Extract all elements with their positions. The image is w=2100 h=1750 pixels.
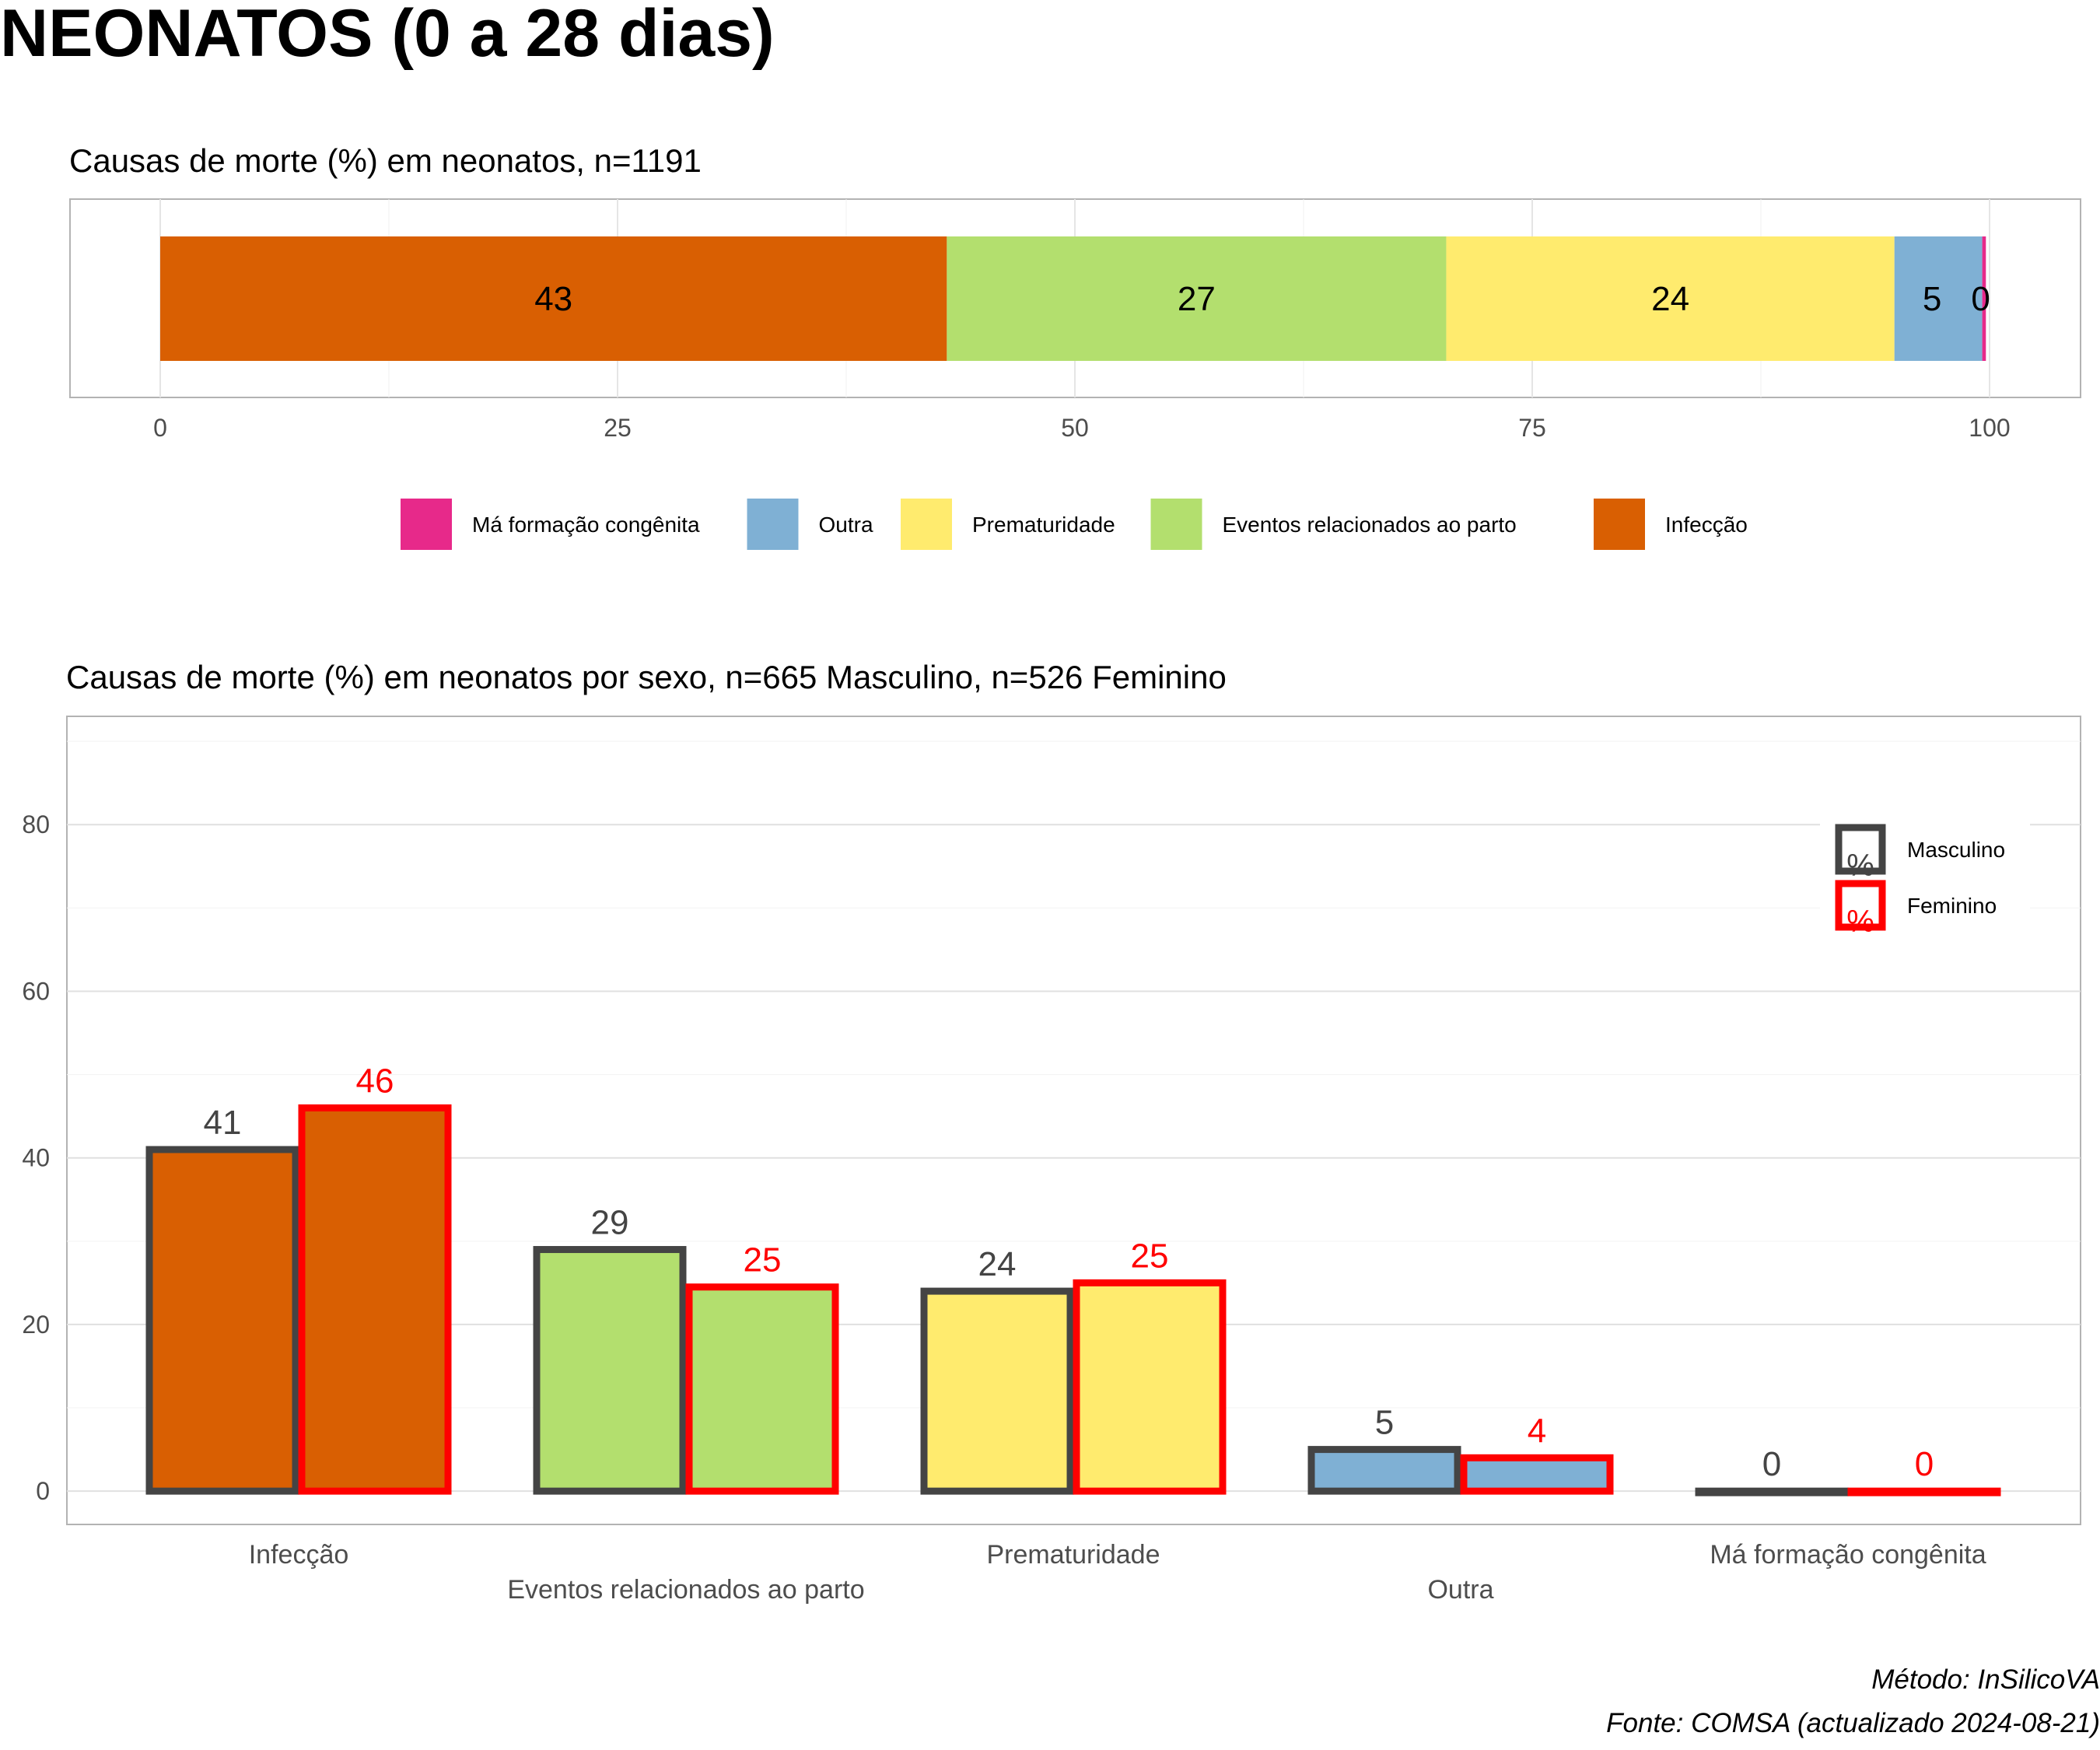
bar-segment-eventos-relacionados-ao-parto bbox=[947, 236, 1447, 361]
legend-key bbox=[1150, 499, 1202, 550]
y-tick-label: 0 bbox=[36, 1477, 50, 1505]
bar-masculino-eventos-relacionados-ao-parto bbox=[533, 1246, 687, 1495]
bar-value-label: 46 bbox=[356, 1062, 394, 1100]
y-tick-label: 40 bbox=[22, 1144, 50, 1172]
stacked-chart-title: Causas de morte (%) em neonatos, n=1191 bbox=[69, 142, 702, 179]
method-caption: Método: InSilicoVA bbox=[1871, 1664, 2100, 1695]
segment-value-label: 0 bbox=[1971, 280, 1990, 318]
grouped-bars: 41 46 29 25 24 25 5 4 0 0 bbox=[145, 1062, 2001, 1496]
legend-item-infeccao[interactable]: Infecção bbox=[1594, 499, 1748, 550]
legend-key bbox=[1835, 824, 1886, 875]
bar-masculino-ma-formacao-congenita bbox=[1695, 1487, 1849, 1496]
legend-label: Prematuridade bbox=[972, 513, 1115, 537]
bar-value-label: 25 bbox=[744, 1241, 782, 1279]
grouped-chart-y-axis: 0 20 40 60 80 bbox=[22, 810, 50, 1505]
bar-feminino-eventos-relacionados-ao-parto bbox=[685, 1283, 839, 1495]
stacked-chart-x-axis: 0 25 50 75 100 bbox=[153, 414, 2011, 442]
bar-value-label: 25 bbox=[1131, 1237, 1169, 1275]
x-tick-label: 25 bbox=[604, 414, 632, 442]
segment-value-label: 24 bbox=[1651, 280, 1689, 318]
legend-label: Outra bbox=[819, 513, 873, 537]
grouped-chart-x-axis: Infecção Eventos relacionados ao parto Pre… bbox=[249, 1540, 1986, 1605]
legend-item-eventos-relacionados-ao-parto[interactable]: Eventos relacionados ao parto bbox=[1150, 499, 1517, 550]
legend-label: Eventos relacionados ao parto bbox=[1223, 513, 1517, 537]
bar-value-label: 0 bbox=[1762, 1445, 1781, 1483]
legend-item-ma-formacao-congenita[interactable]: Má formação congênita bbox=[401, 499, 700, 550]
legend-label: Má formação congênita bbox=[472, 513, 700, 537]
main-title: NEONATOS (0 a 28 dias) bbox=[0, 0, 775, 71]
bar-feminino-infeccao bbox=[298, 1104, 452, 1495]
bar-segment-prematuridade bbox=[1446, 236, 1895, 361]
legend-key bbox=[401, 499, 452, 550]
stacked-bar-segments: 43 27 24 5 0 bbox=[160, 236, 1990, 361]
legend-key bbox=[747, 499, 799, 550]
legend-key bbox=[1835, 880, 1886, 931]
segment-value-label: 43 bbox=[534, 280, 572, 318]
grouped-chart-legend[interactable]: % Masculino% Feminino bbox=[1820, 813, 2030, 939]
bar-masculino-prematuridade bbox=[920, 1287, 1074, 1495]
grouped-chart-title: Causas de morte (%) em neonatos por sexo… bbox=[66, 659, 1227, 695]
legend-label: Feminino bbox=[1907, 894, 1997, 918]
bar-feminino-ma-formacao-congenita bbox=[1847, 1487, 2001, 1496]
bar-feminino-outra bbox=[1460, 1454, 1614, 1495]
x-tick-label: Prematuridade bbox=[986, 1540, 1160, 1570]
y-tick-label: 60 bbox=[22, 977, 50, 1005]
x-tick-label: Infecção bbox=[249, 1540, 349, 1570]
y-tick-label: 80 bbox=[22, 810, 50, 838]
stacked-chart-gridlines bbox=[159, 199, 1990, 397]
bar-masculino-infeccao bbox=[145, 1146, 299, 1495]
legend-key-glyph: % bbox=[1846, 849, 1874, 883]
segment-value-label: 27 bbox=[1178, 280, 1216, 318]
bar-feminino-prematuridade bbox=[1073, 1279, 1227, 1495]
x-tick-label: Eventos relacionados ao parto bbox=[507, 1575, 864, 1605]
grouped-bar-chart: Causas de morte (%) em neonatos por sexo… bbox=[22, 659, 2081, 1605]
y-tick-label: 20 bbox=[22, 1311, 50, 1339]
x-tick-label: 50 bbox=[1061, 414, 1089, 442]
bar-value-label: 5 bbox=[1375, 1404, 1394, 1442]
x-tick-label: Outra bbox=[1427, 1575, 1493, 1605]
x-tick-label: 0 bbox=[153, 414, 167, 442]
x-tick-label: 75 bbox=[1518, 414, 1546, 442]
bar-value-label: 29 bbox=[591, 1204, 629, 1242]
legend-key bbox=[1594, 499, 1645, 550]
stacked-chart-legend[interactable]: Má formação congênita Outra Prematuridade E… bbox=[401, 499, 1748, 550]
legend-label: Masculino bbox=[1907, 838, 2005, 862]
bar-value-label: 4 bbox=[1528, 1412, 1546, 1450]
bar-value-label: 24 bbox=[978, 1245, 1017, 1283]
bar-segment-ma-formacao-congenita bbox=[1982, 236, 1986, 361]
legend-item-masculino[interactable]: % Masculino bbox=[1835, 824, 2005, 883]
stacked-bar-chart: Causas de morte (%) em neonatos, n=1191 … bbox=[69, 142, 2081, 550]
bar-masculino-outra bbox=[1307, 1446, 1461, 1495]
legend-item-feminino[interactable]: % Feminino bbox=[1835, 880, 1997, 939]
legend-item-outra[interactable]: Outra bbox=[747, 499, 873, 550]
source-caption: Fonte: COMSA (actualizado 2024-08-21) bbox=[1606, 1708, 2100, 1738]
segment-value-label: 5 bbox=[1923, 280, 1941, 318]
legend-label: Infecção bbox=[1665, 513, 1748, 537]
legend-key-glyph: % bbox=[1846, 905, 1874, 939]
bar-value-label: 41 bbox=[204, 1104, 242, 1142]
legend-item-prematuridade[interactable]: Prematuridade bbox=[901, 499, 1115, 550]
bar-segment-infeccao bbox=[160, 236, 947, 361]
x-tick-label: 100 bbox=[1969, 414, 2010, 442]
bar-segment-outra bbox=[1894, 236, 1983, 361]
x-tick-label: Má formação congênita bbox=[1710, 1540, 1986, 1570]
grouped-chart-panel-border bbox=[66, 716, 2081, 1525]
legend-key bbox=[901, 499, 952, 550]
bar-value-label: 0 bbox=[1915, 1445, 1934, 1483]
